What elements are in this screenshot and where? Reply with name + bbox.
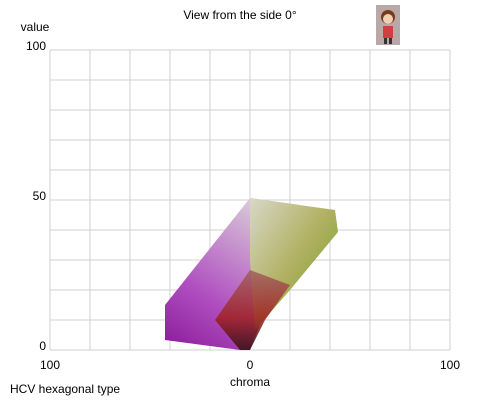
color-cloud <box>165 198 338 350</box>
y-tick-label: 100 <box>26 39 46 53</box>
chart-title: View from the side 0° <box>183 8 296 22</box>
caption: HCV hexagonal type <box>10 382 120 396</box>
y-tick-label: 0 <box>39 339 46 353</box>
x-tick-label: 0 <box>247 358 254 372</box>
y-axis-label: value <box>21 20 50 34</box>
icon <box>376 5 400 45</box>
x-tick-label: 100 <box>440 358 460 372</box>
y-tick-label: 50 <box>33 189 47 203</box>
x-axis-label: chroma <box>230 375 270 389</box>
x-tick-label: 100 <box>40 358 60 372</box>
